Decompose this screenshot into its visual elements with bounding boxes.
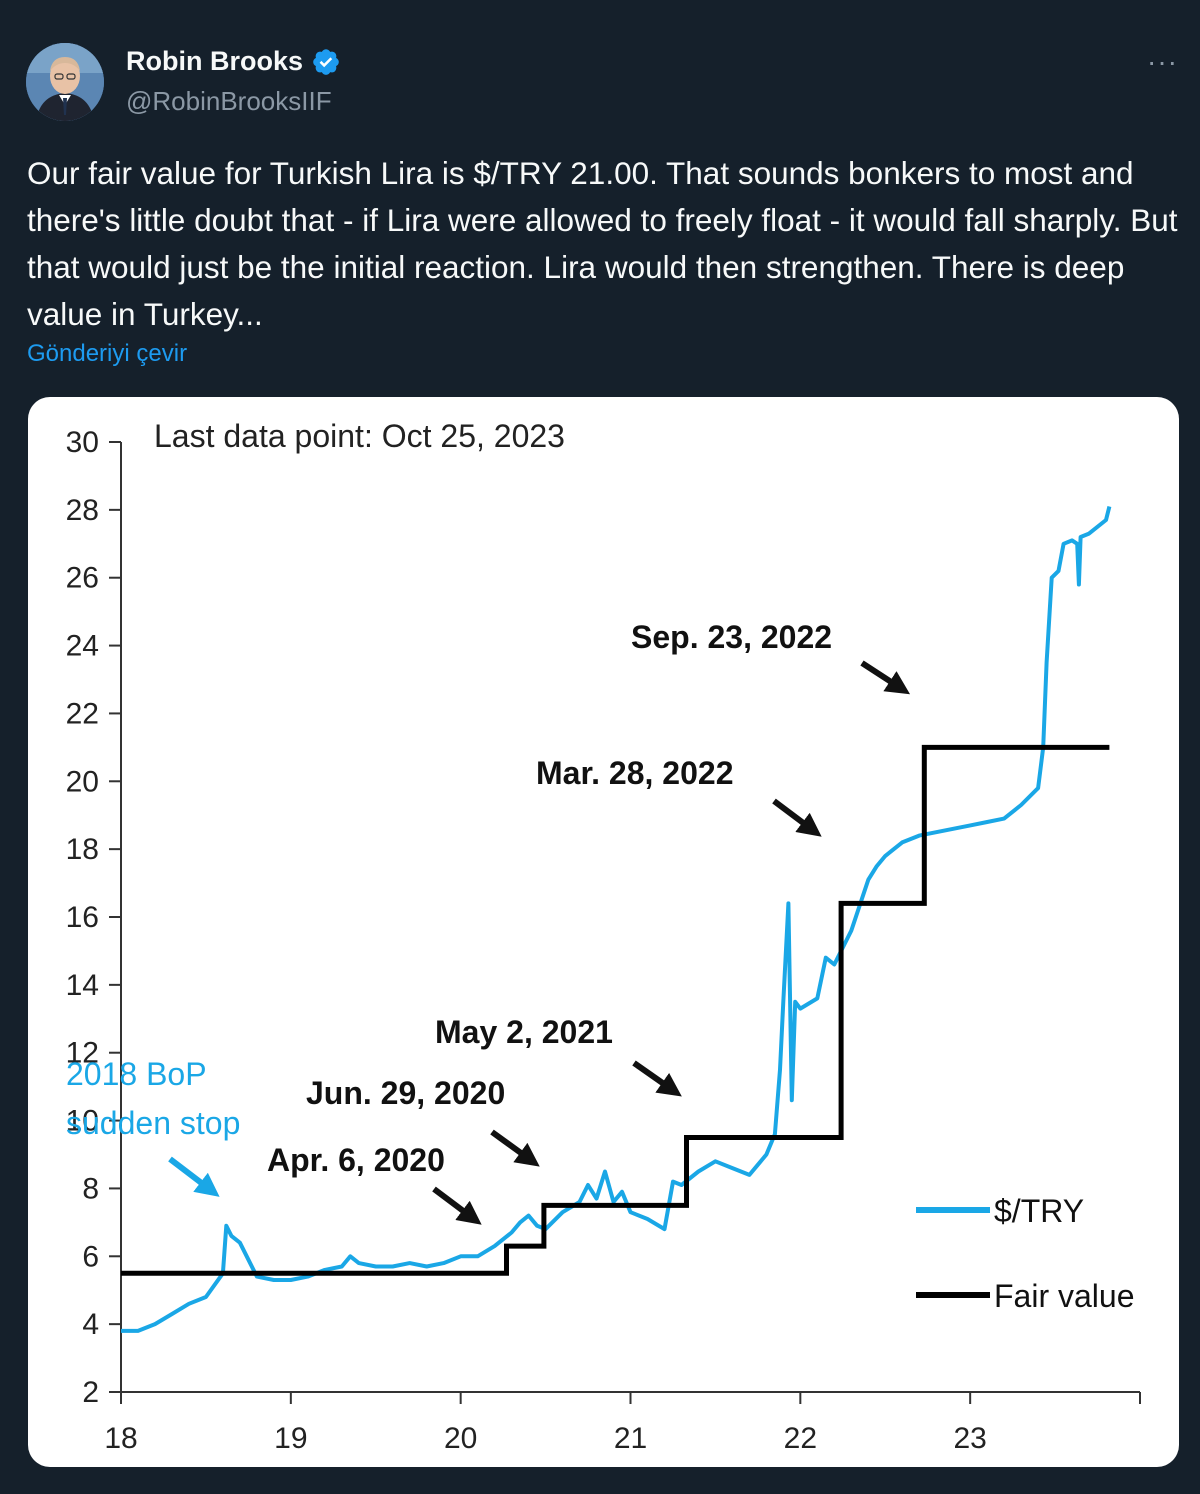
tweet-text: Our fair value for Turkish Lira is $/TRY… [27, 155, 1178, 332]
y-tick-label: 20 [66, 765, 99, 798]
annotation-jun-2020: Jun. 29, 2020 [306, 1075, 505, 1111]
y-tick-label: 18 [66, 833, 99, 866]
verified-badge-icon [313, 48, 339, 75]
display-name[interactable]: Robin Brooks [126, 46, 304, 76]
y-tick-label: 4 [82, 1308, 99, 1341]
y-tick-label: 14 [66, 969, 99, 1002]
y-tick-label: 22 [66, 697, 99, 730]
y-tick-label: 10 [66, 1105, 99, 1138]
y-tick-label: 28 [66, 494, 99, 527]
y-tick-label: 2 [82, 1376, 99, 1409]
annotation-apr-2020: Apr. 6, 2020 [267, 1142, 445, 1178]
more-options-icon[interactable]: ··· [1147, 46, 1178, 77]
x-tick-label: 23 [953, 1422, 986, 1455]
x-tick-label: 20 [444, 1422, 477, 1455]
x-tick-label: 19 [274, 1422, 307, 1455]
series-line-fair-value [121, 744, 1110, 1276]
avatar-photo [26, 43, 104, 121]
x-tick-label: 18 [104, 1422, 137, 1455]
legend-label-fair-value: Fair value [994, 1278, 1135, 1314]
y-tick-label: 8 [82, 1172, 99, 1205]
arrow-jun-2020 [490, 1129, 540, 1167]
annotation-sep-2022: Sep. 23, 2022 [631, 619, 832, 655]
y-tick-label: 26 [66, 562, 99, 595]
annotation-bop-line1: 2018 BoP [66, 1056, 207, 1092]
user-handle[interactable]: @RobinBrooksIIF [126, 86, 332, 116]
y-tick-label: 24 [66, 630, 99, 663]
avatar[interactable] [26, 43, 104, 121]
series-line-usdtry [121, 506, 1112, 1333]
y-tick-label: 6 [82, 1240, 99, 1273]
annotation-may-2021: May 2, 2021 [435, 1014, 613, 1050]
arrow-mar-2022 [772, 798, 822, 837]
x-tick-label: 21 [614, 1422, 647, 1455]
y-tick-label: 16 [66, 901, 99, 934]
annotation-bop-line2: sudden stop [66, 1105, 240, 1141]
x-tick-label: 22 [784, 1422, 817, 1455]
y-tick-label: 30 [66, 426, 99, 459]
y-tick-label: 12 [66, 1037, 99, 1070]
arrow-bop [168, 1156, 220, 1197]
translate-link[interactable]: Gönderiyi çevir [27, 340, 188, 367]
annotation-mar-2022: Mar. 28, 2022 [536, 755, 733, 791]
arrow-may-2021 [632, 1060, 682, 1097]
chart-note: Last data point: Oct 25, 2023 [154, 418, 565, 454]
arrow-sep-2022 [860, 660, 911, 695]
tweet-media-chart[interactable]: 2 4 6 8 10 12 14 16 18 20 22 24 26 28 30 18 19 20 21 22 23 L… [28, 397, 1179, 1467]
arrow-apr-2020 [432, 1186, 482, 1225]
legend-label-usdtry: $/TRY [994, 1193, 1084, 1229]
